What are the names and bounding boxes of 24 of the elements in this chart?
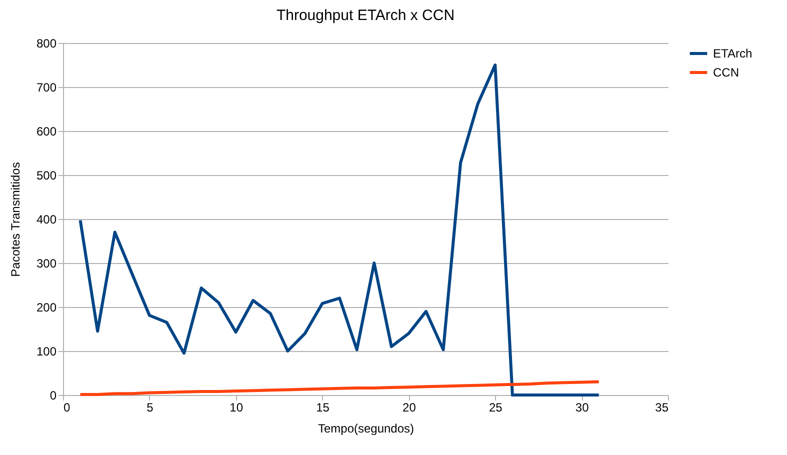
y-tick-label: 0 (50, 388, 57, 402)
x-tick-label: 35 (655, 400, 669, 414)
x-tick-label: 0 (64, 400, 70, 414)
y-tick-label: 400 (36, 212, 57, 226)
y-tick-label: 300 (36, 256, 57, 270)
y-tick-label: 600 (36, 124, 57, 138)
x-axis-title: Tempo(segundos) (318, 422, 414, 436)
y-axis-title: Pacotes Transmitidos (8, 162, 22, 277)
x-tick-label: 15 (316, 400, 330, 414)
y-tick-label: 500 (36, 168, 57, 182)
x-tick-label: 10 (230, 400, 244, 414)
y-tick-label: 100 (36, 344, 57, 358)
y-tick-label: 200 (36, 300, 57, 314)
chart-title: Throughput ETArch x CCN (276, 7, 455, 24)
x-tick-label: 5 (146, 400, 154, 414)
y-tick-label: 700 (36, 80, 57, 94)
x-tick-label: 20 (402, 400, 416, 414)
y-tick-label: 800 (36, 36, 57, 50)
legend-label: CCN (713, 66, 739, 80)
x-tick-label: 30 (575, 400, 590, 414)
line-series (78, 380, 600, 396)
line-series (78, 64, 600, 396)
x-tick-label: 25 (488, 400, 503, 414)
legend-label: ETArch (713, 46, 752, 60)
